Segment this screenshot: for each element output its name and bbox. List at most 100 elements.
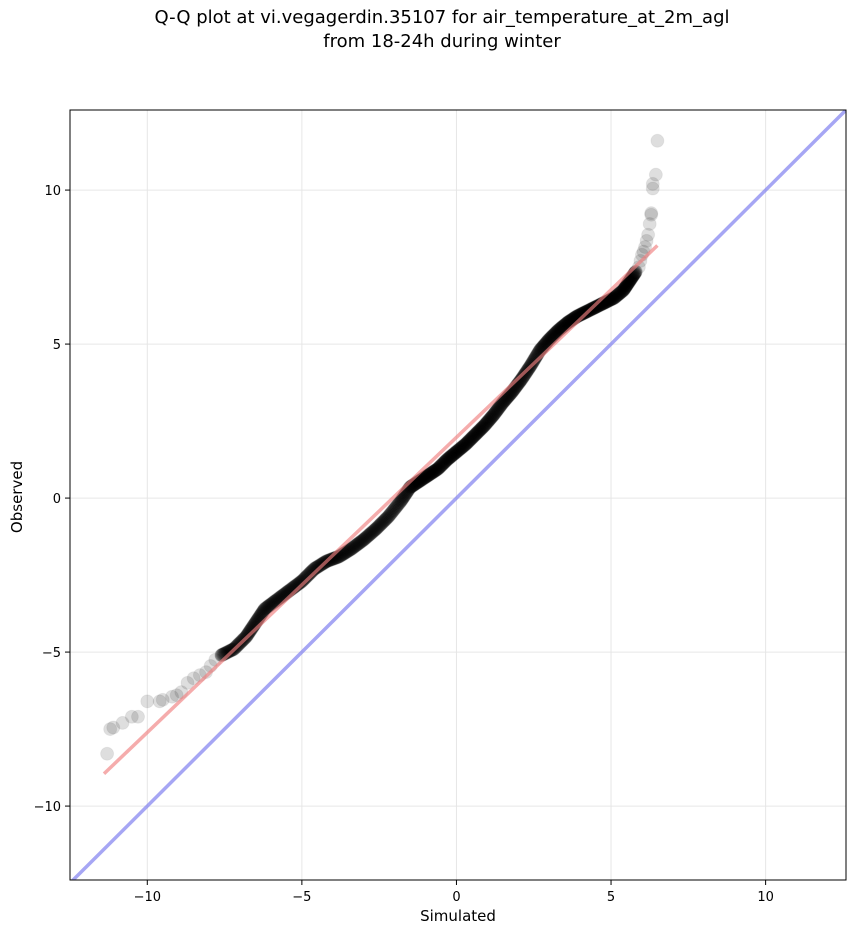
qq-point <box>368 522 383 537</box>
qq-point <box>437 455 452 470</box>
qq-point <box>542 331 557 346</box>
qq-point <box>617 281 632 296</box>
qq-point <box>463 432 478 447</box>
qq-point <box>457 437 472 452</box>
qq-point <box>610 288 625 303</box>
qq-point <box>611 287 626 302</box>
qq-point <box>428 463 443 478</box>
qq-point <box>422 467 437 482</box>
qq-point <box>389 499 404 514</box>
qq-point <box>432 460 447 475</box>
qq-point <box>462 433 477 448</box>
qq-point <box>494 397 509 412</box>
qq-point <box>309 560 324 575</box>
qq-point <box>338 545 353 560</box>
qq-point <box>546 328 561 343</box>
qq-point <box>266 595 281 610</box>
qq-point <box>358 530 373 545</box>
qq-point <box>364 525 379 540</box>
qq-point <box>220 645 235 660</box>
qq-point <box>360 529 375 544</box>
qq-point <box>618 280 633 295</box>
qq-point <box>603 292 618 307</box>
y-axis-label: Observed <box>8 461 26 533</box>
qq-point <box>540 334 555 349</box>
qq-point <box>621 276 636 291</box>
qq-point <box>543 330 558 345</box>
qq-point <box>311 559 326 574</box>
qq-point <box>169 688 184 703</box>
qq-point <box>466 429 481 444</box>
qq-point <box>447 446 462 461</box>
chart-title-line1: Q-Q plot at vi.vegagerdin.35107 for air_… <box>154 7 730 28</box>
qq-point <box>374 516 389 531</box>
qq-point <box>165 689 180 704</box>
qq-point <box>384 505 399 520</box>
qq-point <box>616 282 631 297</box>
qq-point <box>255 605 270 620</box>
qq-point <box>468 427 483 442</box>
qq-point <box>369 521 384 536</box>
qq-point <box>612 286 627 301</box>
qq-point <box>436 456 451 471</box>
qq-point <box>425 465 440 480</box>
qq-point <box>476 419 491 434</box>
qq-point <box>527 352 542 367</box>
qq-point <box>264 596 279 611</box>
qq-point <box>340 544 355 559</box>
qq-point <box>364 525 379 540</box>
qq-point <box>415 472 430 487</box>
qq-point <box>369 521 384 536</box>
qq-point <box>553 321 568 336</box>
qq-point <box>345 541 360 556</box>
qq-point <box>618 280 633 295</box>
qq-point <box>639 233 654 248</box>
qq-point <box>478 417 493 432</box>
qq-point <box>418 470 433 485</box>
qq-point <box>575 306 590 321</box>
qq-point <box>464 431 479 446</box>
qq-point <box>608 289 623 304</box>
qq-point <box>471 424 486 439</box>
qq-point <box>345 541 360 556</box>
qq-point <box>590 298 605 313</box>
qq-point <box>617 281 632 296</box>
qq-point <box>555 320 570 335</box>
qq-point <box>370 520 385 535</box>
x-tick-label: −5 <box>292 890 311 905</box>
qq-point <box>420 469 435 484</box>
qq-point <box>607 290 622 305</box>
qq-point <box>257 601 272 616</box>
qq-point <box>476 419 491 434</box>
qq-point <box>355 533 370 548</box>
qq-point <box>447 446 462 461</box>
qq-point <box>450 444 465 459</box>
qq-point <box>493 398 508 413</box>
qq-point <box>395 491 410 506</box>
qq-point <box>614 284 629 299</box>
chart-title-line2: from 18-24h during winter <box>323 31 561 52</box>
axis-ticks: −10 −5 0 5 10 −10 −5 0 5 10 <box>34 184 774 905</box>
qq-point <box>263 597 278 612</box>
qq-point <box>464 431 479 446</box>
qq-point <box>253 607 268 622</box>
qq-point <box>575 306 590 321</box>
qq-point <box>650 133 665 148</box>
qq-point <box>416 471 431 486</box>
qq-point <box>414 472 429 487</box>
qq-point <box>547 327 562 342</box>
qq-point <box>444 449 459 464</box>
qq-point <box>354 534 369 549</box>
qq-point <box>422 467 437 482</box>
qq-point <box>588 300 603 315</box>
qq-point <box>452 442 467 457</box>
qq-point <box>611 287 626 302</box>
qq-point <box>604 292 619 307</box>
qq-point <box>440 452 455 467</box>
qq-point <box>464 431 479 446</box>
qq-point <box>379 511 394 526</box>
qq-point <box>256 604 271 619</box>
qq-point <box>269 593 284 608</box>
qq-point <box>396 489 411 504</box>
